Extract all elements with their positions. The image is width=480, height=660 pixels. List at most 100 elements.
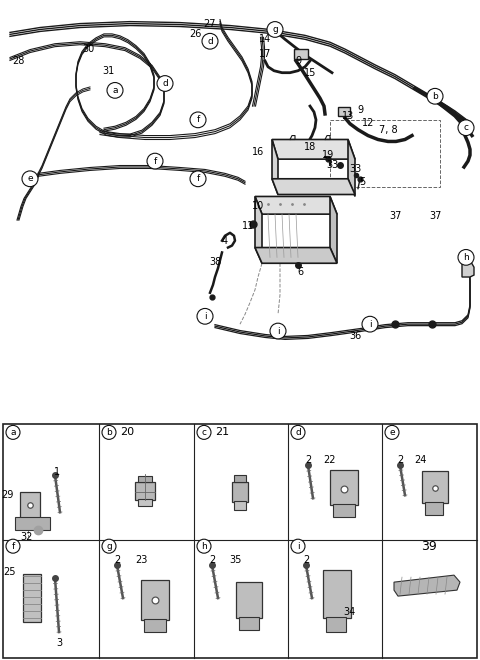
Text: 22: 22 xyxy=(324,455,336,465)
Text: i: i xyxy=(204,312,206,321)
Text: 33: 33 xyxy=(349,164,361,174)
Text: 7, 8: 7, 8 xyxy=(379,125,397,135)
Circle shape xyxy=(458,249,474,265)
Bar xyxy=(338,107,350,116)
Circle shape xyxy=(190,112,206,127)
Text: 19: 19 xyxy=(322,150,334,160)
Circle shape xyxy=(102,539,116,553)
Circle shape xyxy=(197,426,211,440)
Text: i: i xyxy=(276,327,279,335)
Text: 12: 12 xyxy=(362,117,374,128)
Text: 2: 2 xyxy=(397,455,403,465)
Bar xyxy=(15,517,50,530)
Polygon shape xyxy=(272,139,278,195)
Text: 31: 31 xyxy=(102,66,114,76)
Bar xyxy=(330,471,358,506)
Circle shape xyxy=(270,323,286,339)
Bar xyxy=(294,49,308,59)
Bar xyxy=(323,570,351,618)
Bar xyxy=(138,499,152,506)
Polygon shape xyxy=(255,248,337,263)
Text: h: h xyxy=(463,253,469,262)
Text: 5: 5 xyxy=(359,177,365,187)
Text: 30: 30 xyxy=(82,44,94,54)
Text: d: d xyxy=(207,37,213,46)
Text: h: h xyxy=(201,542,207,550)
Circle shape xyxy=(291,539,305,553)
Bar xyxy=(422,471,448,504)
Circle shape xyxy=(22,171,38,187)
Text: 24: 24 xyxy=(414,455,426,465)
Text: c: c xyxy=(202,428,206,437)
Text: g: g xyxy=(106,542,112,550)
Text: 2: 2 xyxy=(114,555,120,565)
Circle shape xyxy=(147,153,163,169)
Text: i: i xyxy=(297,542,300,550)
Circle shape xyxy=(157,76,173,91)
Text: 2: 2 xyxy=(209,555,215,565)
Circle shape xyxy=(458,120,474,135)
Text: i: i xyxy=(369,319,372,329)
Circle shape xyxy=(107,82,123,98)
Polygon shape xyxy=(255,197,262,263)
Circle shape xyxy=(202,34,218,49)
Text: b: b xyxy=(106,428,112,437)
Text: d: d xyxy=(295,428,301,437)
Circle shape xyxy=(197,308,213,324)
Text: 23: 23 xyxy=(135,555,147,565)
Text: 2: 2 xyxy=(305,455,311,465)
Circle shape xyxy=(102,426,116,440)
Bar xyxy=(20,492,40,518)
Text: a: a xyxy=(10,428,16,437)
Text: 2: 2 xyxy=(303,555,309,565)
Bar xyxy=(138,477,152,482)
Text: 34: 34 xyxy=(343,607,355,617)
Text: 17: 17 xyxy=(259,49,271,59)
Bar xyxy=(234,475,246,482)
Bar xyxy=(239,617,259,630)
Text: d: d xyxy=(162,79,168,88)
Bar xyxy=(425,502,443,515)
Bar xyxy=(144,619,166,632)
Polygon shape xyxy=(272,179,355,195)
Text: 32: 32 xyxy=(20,532,32,543)
Polygon shape xyxy=(255,197,337,214)
Bar xyxy=(333,504,355,517)
Text: 21: 21 xyxy=(215,428,229,438)
Polygon shape xyxy=(394,575,460,596)
Text: f: f xyxy=(12,542,14,550)
Polygon shape xyxy=(272,139,355,159)
Text: 38: 38 xyxy=(209,257,221,267)
Circle shape xyxy=(6,426,20,440)
Circle shape xyxy=(6,539,20,553)
Circle shape xyxy=(197,539,211,553)
Polygon shape xyxy=(348,139,355,197)
Bar xyxy=(232,482,248,502)
Text: g: g xyxy=(272,25,278,34)
Text: 9: 9 xyxy=(357,105,363,115)
Text: c: c xyxy=(464,123,468,132)
Text: 37: 37 xyxy=(389,211,401,221)
Circle shape xyxy=(291,426,305,440)
Text: a: a xyxy=(112,86,118,95)
Text: 9: 9 xyxy=(295,56,301,66)
Text: 4: 4 xyxy=(222,236,228,246)
Bar xyxy=(326,617,346,632)
Text: f: f xyxy=(196,115,200,124)
Text: 6: 6 xyxy=(297,267,303,277)
Text: 13: 13 xyxy=(342,111,354,121)
Circle shape xyxy=(267,22,283,38)
Text: 20: 20 xyxy=(120,428,134,438)
Circle shape xyxy=(385,426,399,440)
Text: 39: 39 xyxy=(421,540,437,552)
Text: 35: 35 xyxy=(230,555,242,565)
Bar xyxy=(141,580,169,620)
Bar xyxy=(234,501,246,510)
Text: 26: 26 xyxy=(189,30,201,40)
Bar xyxy=(23,574,41,622)
Text: b: b xyxy=(432,92,438,101)
Circle shape xyxy=(362,316,378,332)
Text: e: e xyxy=(389,428,395,437)
Text: 28: 28 xyxy=(12,56,24,66)
Text: 29: 29 xyxy=(1,490,14,500)
